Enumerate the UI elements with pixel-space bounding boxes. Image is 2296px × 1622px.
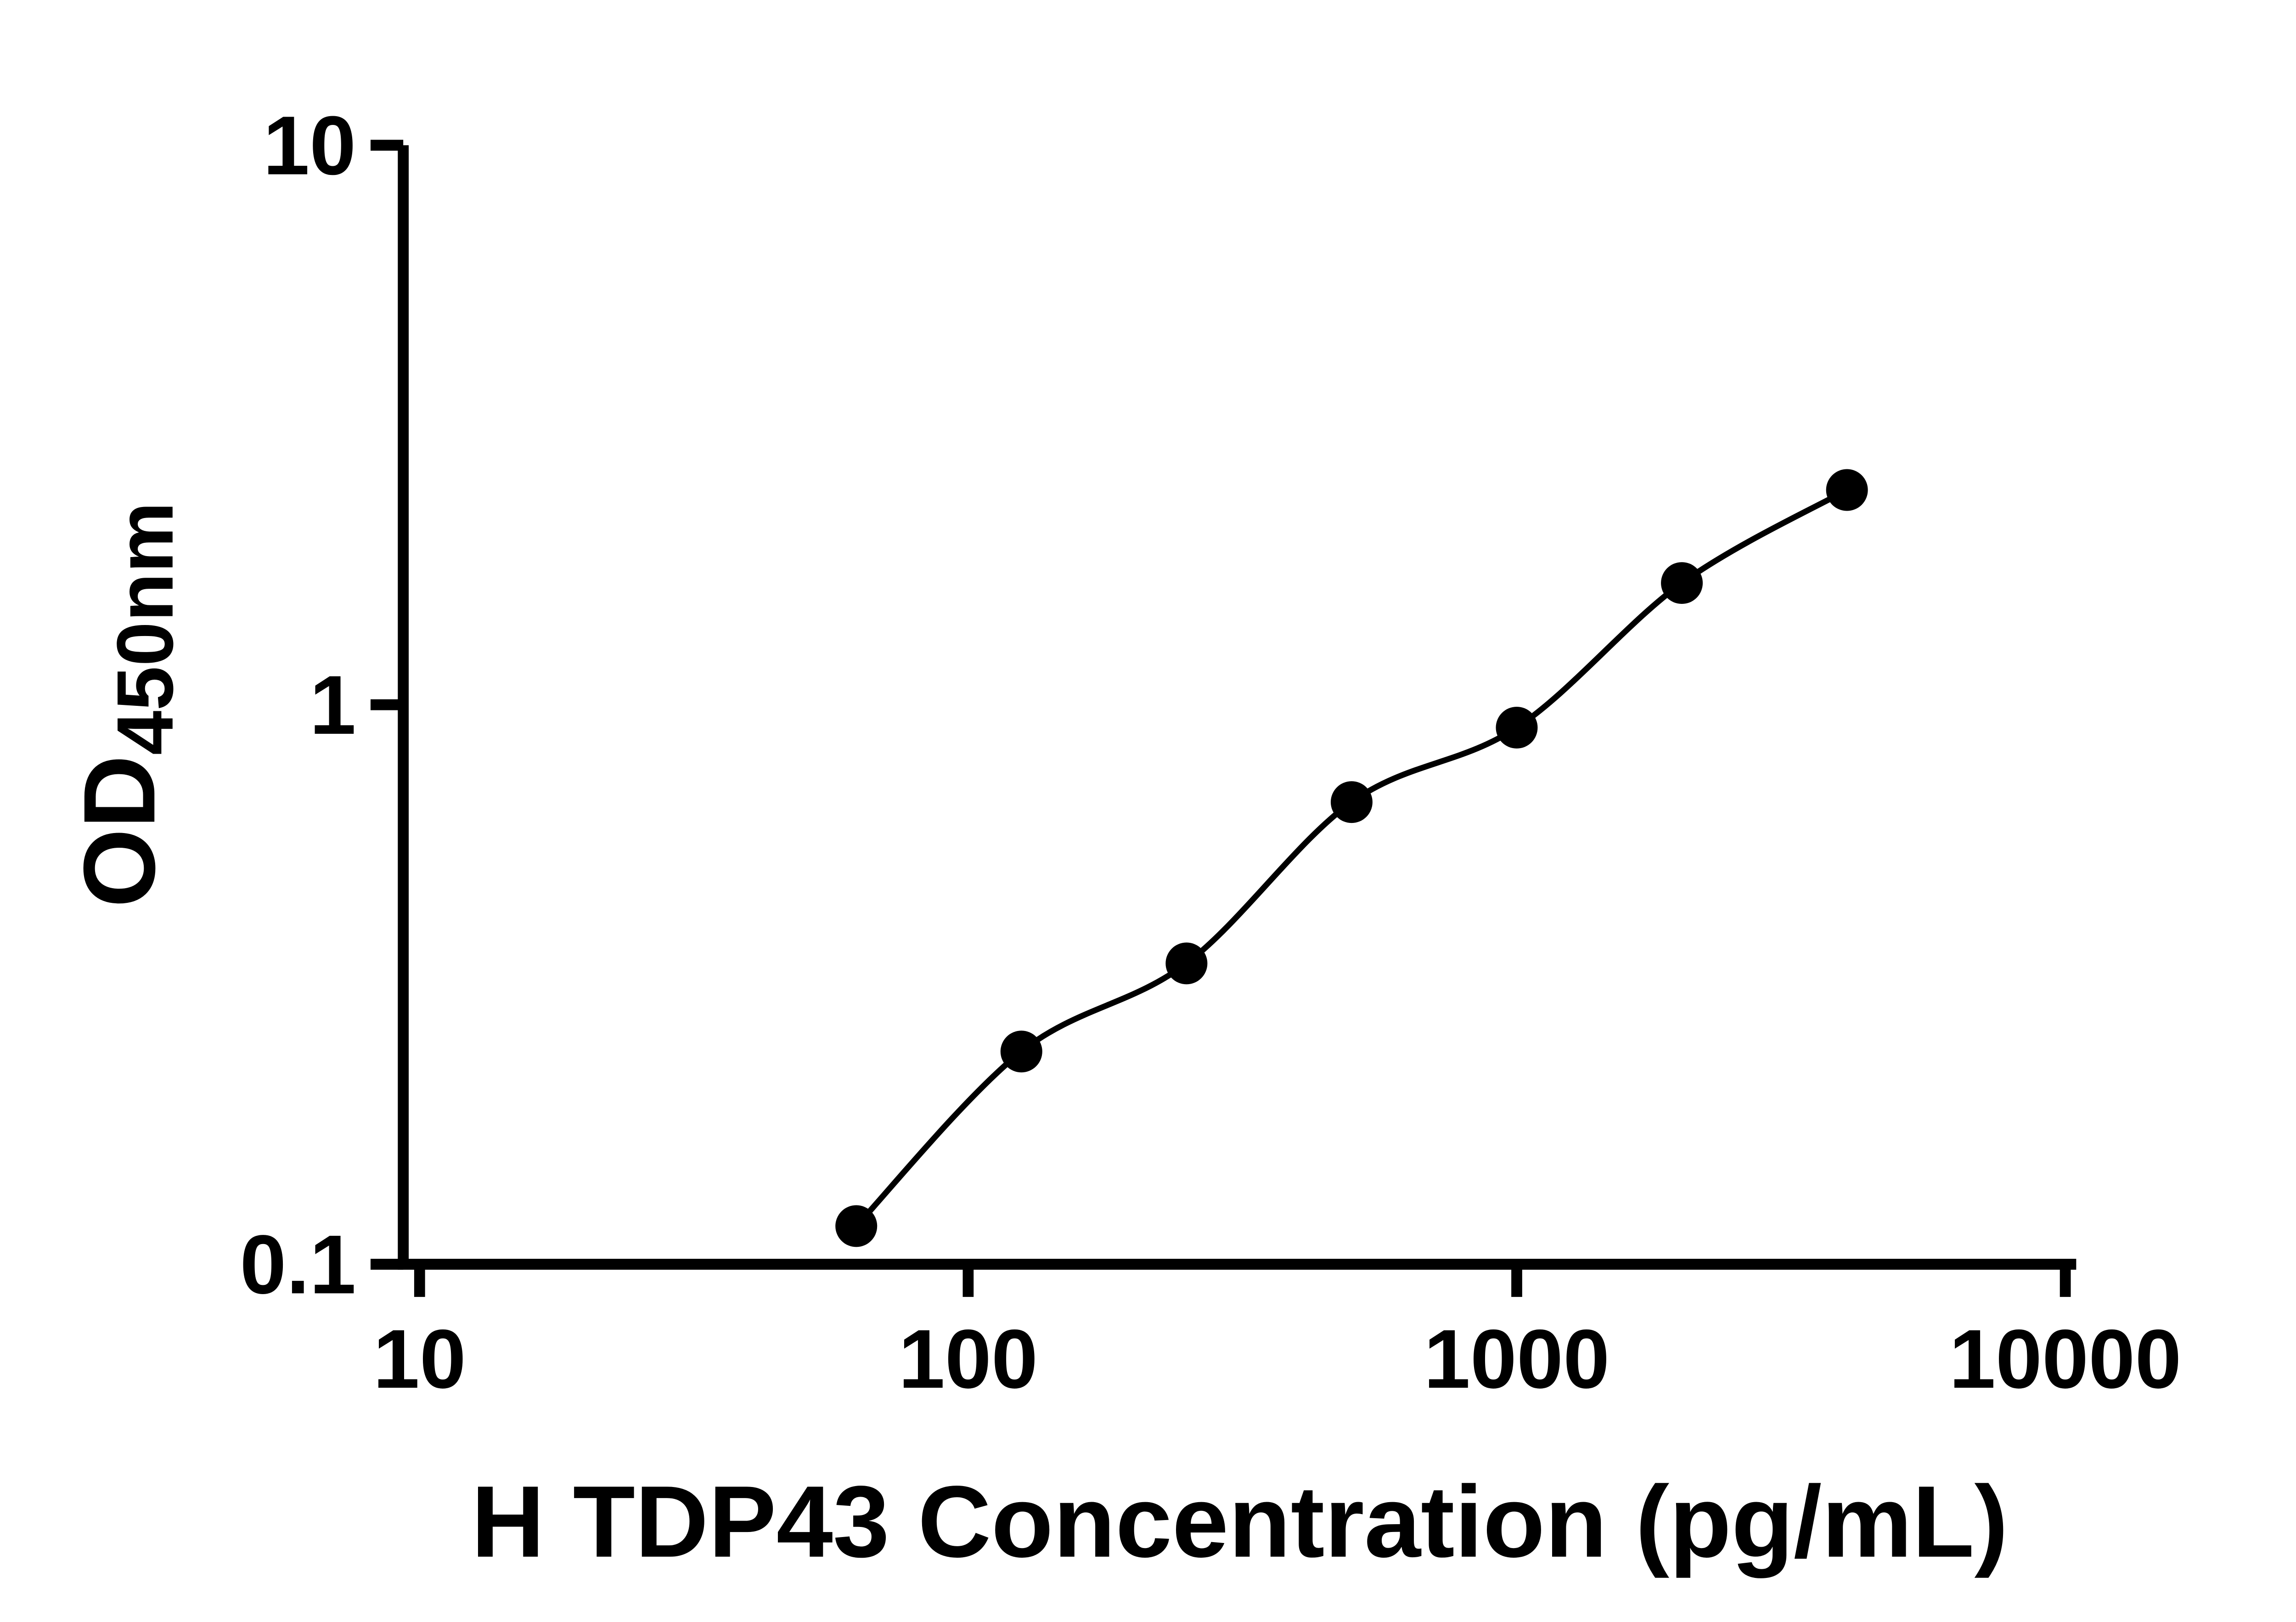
y-tick-label: 1 <box>310 658 356 752</box>
y-tick-label: 10 <box>263 99 356 192</box>
x-tick-label: 1000 <box>1424 1312 1610 1406</box>
data-point-marker <box>835 1205 878 1247</box>
x-tick-label: 10 <box>373 1312 466 1406</box>
data-point-marker <box>1826 469 1868 511</box>
y-axis-title-subscript: 450nm <box>100 502 190 755</box>
axis-frame <box>398 145 2077 1270</box>
x-axis-title: H TDP43 Concentration (pg/mL) <box>471 1464 2008 1578</box>
fit-curve <box>854 487 1849 1228</box>
data-point-marker <box>1496 706 1538 749</box>
y-axis-title: OD450nm <box>62 502 190 908</box>
x-tick-label: 100 <box>899 1312 1038 1406</box>
y-axis-title-main: OD <box>62 755 176 907</box>
y-tick-label: 0.1 <box>240 1217 356 1311</box>
data-point-marker <box>1000 1031 1042 1073</box>
data-point-marker <box>1165 942 1208 985</box>
data-point-marker <box>1661 562 1703 604</box>
x-tick-label: 10000 <box>1949 1312 2182 1406</box>
data-point-marker <box>1330 781 1373 823</box>
